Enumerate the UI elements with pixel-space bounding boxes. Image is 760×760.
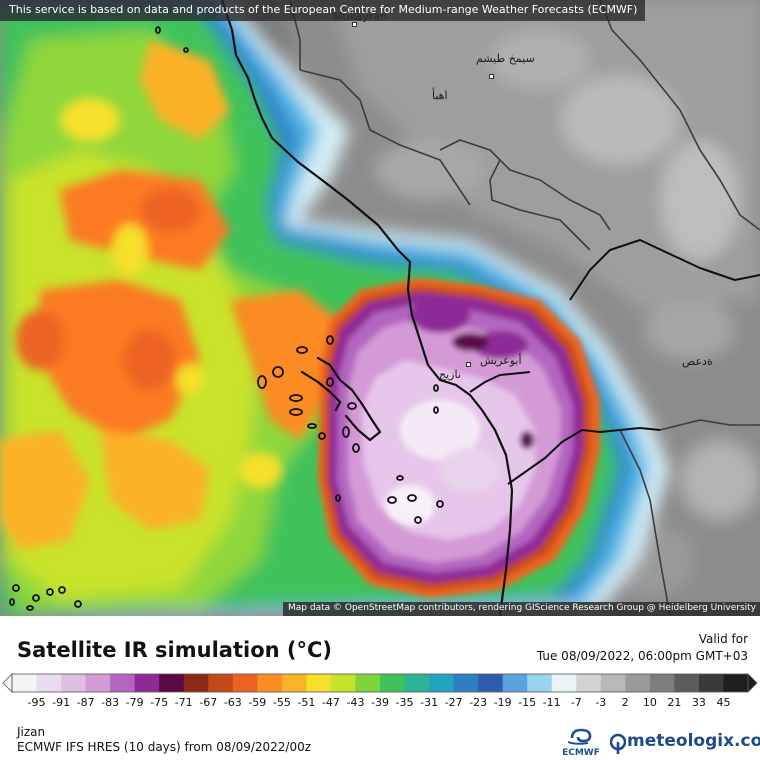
colorbar-tick-label: -91 — [52, 696, 71, 709]
colorbar-tick-label: -71 — [174, 696, 193, 709]
colorbar-tick-label: -15 — [518, 696, 537, 709]
colorbar-tick-label: -19 — [493, 696, 512, 709]
colorbar-tick-labels: -95 -91 -87 -83 -79 -75 -71 -67 -63 -59 -55 -51 -47-… — [0, 696, 760, 712]
colorbar-tick-label: 10 — [642, 696, 657, 709]
colorbar-tick-label: -87 — [76, 696, 95, 709]
meteologix-logo[interactable]: meteologix.com — [610, 729, 760, 755]
colorbar-band — [61, 674, 87, 692]
colorbar-band — [134, 674, 160, 692]
colorbar-band — [698, 674, 725, 692]
colorbar-band — [159, 674, 185, 692]
colorbar-tick-label: -31 — [420, 696, 439, 709]
colorbar-band — [649, 674, 675, 692]
colorbar-tick-label: -67 — [199, 696, 218, 709]
colorbar-band — [330, 674, 357, 692]
colorbar-band — [355, 674, 381, 692]
meteologix-logo-text: meteologix.com — [627, 731, 760, 751]
colorbar-band — [208, 674, 234, 692]
meteologix-mark-icon — [610, 733, 626, 754]
satellite-ir-map[interactable]: This service is based on data and produc… — [0, 0, 760, 616]
ecmwf-swirl-icon — [567, 728, 592, 745]
colorbar-band — [404, 674, 430, 692]
colorbar-band — [551, 674, 577, 692]
colorbar-tick-label: -43 — [346, 696, 365, 709]
legend-title: Satellite IR simulation (°C) — [17, 638, 332, 662]
colorbar-min-arrow — [2, 673, 13, 693]
colorbar-tick-label: 45 — [716, 696, 731, 709]
colorbar-tick-label: 2 — [621, 696, 629, 709]
colorbar-tick-label: -35 — [395, 696, 414, 709]
valid-for-label: Valid for — [698, 632, 748, 646]
place-label-khamis-mushait: سيمخ طيشم — [476, 52, 535, 65]
colorbar-tick-label: -3 — [595, 696, 607, 709]
colorbar-tick-label: -27 — [444, 696, 463, 709]
colorbar-band — [12, 674, 38, 692]
colorbar-band — [257, 674, 283, 692]
colorbar-tick-label: -59 — [248, 696, 267, 709]
colorbar-band — [600, 674, 626, 692]
colorbar-tick-label: -83 — [101, 696, 120, 709]
colorbar-tick-label: -23 — [469, 696, 488, 709]
colorbar-band — [183, 674, 209, 692]
colorbar-band — [110, 674, 136, 692]
colorbar-band — [232, 674, 258, 692]
colorbar-band — [723, 674, 749, 692]
ecmwf-logo-text: ECMWF — [562, 748, 600, 758]
place-label-abu-arish: أبوعريش — [480, 354, 522, 367]
city-marker — [489, 74, 494, 79]
colorbar-band — [576, 674, 602, 692]
colorbar-band — [453, 674, 479, 692]
ir-field — [0, 0, 760, 616]
valid-time: Tue 08/09/2022, 06:00pm GMT+03 — [536, 649, 748, 663]
colorbar-tick-label: 33 — [691, 696, 706, 709]
colorbar-band — [502, 674, 528, 692]
colorbar-band — [429, 674, 455, 692]
place-label-jizan: نازيج — [439, 368, 461, 381]
colorbar-tick-label: -39 — [371, 696, 389, 709]
colorbar-band — [36, 674, 62, 692]
legend-panel: Satellite IR simulation (°C) Valid for T… — [0, 616, 760, 760]
colorbar-tick-label: -79 — [125, 696, 144, 709]
ecmwf-logo[interactable]: ECMWF — [558, 726, 604, 758]
colorbar-band — [527, 674, 553, 692]
colorbar-tick-label: -7 — [570, 696, 582, 709]
colorbar-band — [306, 674, 332, 692]
colorbar-band — [625, 674, 651, 692]
colorbar-tick-label: -51 — [297, 696, 316, 709]
city-marker — [466, 362, 471, 367]
city-marker — [352, 22, 357, 27]
colorbar-tick-label: -95 — [27, 696, 46, 709]
place-label-abha: اهبأ — [432, 89, 448, 102]
temperature-colorbar — [2, 673, 758, 693]
place-label-mukayran: Mukayran — [333, 10, 388, 23]
colorbar-max-arrow — [747, 673, 758, 693]
ecmwf-data-notice: This service is based on data and produc… — [0, 0, 646, 21]
colorbar-band — [674, 674, 700, 692]
colorbar-tick-label: -55 — [272, 696, 291, 709]
colorbar-band — [478, 674, 504, 692]
colorbar-tick-label: 21 — [667, 696, 682, 709]
colorbar-frame — [11, 673, 749, 693]
colorbar-band — [85, 674, 111, 692]
colorbar-band — [380, 674, 406, 692]
colorbar-tick-label: -11 — [542, 696, 561, 709]
place-label-sadah: ةدعص — [682, 355, 713, 368]
location-label: Jizan — [17, 725, 46, 739]
model-run-label: ECMWF IFS HRES (10 days) from 08/09/2022… — [17, 740, 312, 754]
colorbar-band — [281, 674, 307, 692]
colorbar-tick-label: -47 — [321, 696, 340, 709]
colorbar-tick-label: -63 — [223, 696, 242, 709]
colorbar-tick-label: -75 — [150, 696, 169, 709]
map-attribution: Map data © OpenStreetMap contributors, r… — [283, 602, 760, 616]
